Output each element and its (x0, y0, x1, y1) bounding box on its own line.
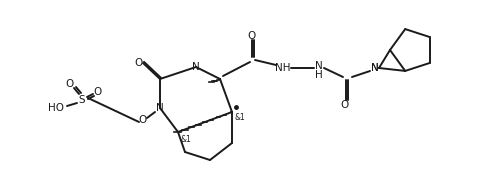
Text: H: H (315, 70, 323, 80)
Text: &1: &1 (235, 113, 245, 122)
Text: O: O (135, 58, 143, 68)
Text: O: O (139, 115, 147, 125)
Text: N: N (371, 63, 379, 73)
Text: NH: NH (275, 63, 291, 73)
Text: N: N (192, 62, 200, 72)
Text: O: O (341, 100, 349, 110)
Text: O: O (248, 31, 256, 41)
Text: S: S (79, 95, 85, 105)
Text: &1: &1 (181, 136, 191, 145)
Text: HO: HO (48, 103, 64, 113)
Text: N: N (371, 63, 379, 73)
Text: O: O (94, 87, 102, 97)
Text: N: N (156, 103, 164, 113)
Text: N: N (315, 61, 323, 71)
Text: O: O (66, 79, 74, 89)
